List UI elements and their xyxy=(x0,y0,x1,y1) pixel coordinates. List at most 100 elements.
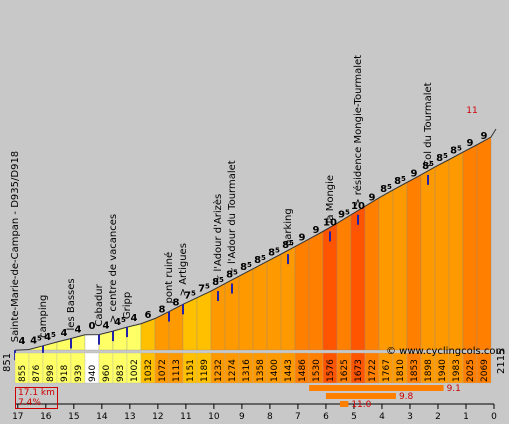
copyright-text[interactable]: © www.cyclingcols.com xyxy=(386,346,506,357)
altitude-label: 1232 xyxy=(214,359,224,382)
km-tick-label: 13 xyxy=(124,412,135,422)
profile-segment xyxy=(448,151,464,351)
place-label: les Basses xyxy=(66,278,77,330)
gradient-label: 85 xyxy=(282,239,294,251)
gradient-label: 75 xyxy=(198,283,210,295)
altitude-label: 1032 xyxy=(144,359,154,382)
profile-segment xyxy=(84,334,100,351)
steep-bar xyxy=(339,401,349,407)
place-label: ~ l'Adour d'Arizès xyxy=(212,194,224,283)
steep-bar xyxy=(309,385,444,391)
altitude-label: 1113 xyxy=(172,359,182,382)
gradient-label: 85 xyxy=(450,145,462,157)
altitude-label: 918 xyxy=(60,365,70,382)
gradient-label: 85 xyxy=(268,246,280,258)
gradient-label: 4 xyxy=(19,336,26,347)
profile-segment xyxy=(168,304,184,351)
gradient-label: 85 xyxy=(394,175,406,187)
km-axis: 17 16 15 14 13 12 11 10 9 8 7 6 5 4 3 2 1 0 xyxy=(12,403,497,422)
climb-summary: 17.1 km 7.4% xyxy=(15,387,58,409)
altitude-label: 855 xyxy=(18,365,28,382)
km-tick-label: 8 xyxy=(267,412,273,422)
altitude-label: 1625 xyxy=(340,359,350,382)
altitude-label: 960 xyxy=(102,365,112,382)
summary-distance: 17.1 km xyxy=(18,388,55,398)
place-label: Col du Tourmalet xyxy=(423,82,434,167)
place-label: Gripp xyxy=(122,292,133,319)
gradient-label: 10 xyxy=(351,201,365,212)
altitude-label: 1443 xyxy=(284,359,294,382)
altitude-label: 2025 xyxy=(466,359,476,382)
place-label: camping xyxy=(38,295,49,338)
place-label: Cabadur xyxy=(94,283,105,326)
altitude-label: 1673 xyxy=(354,359,364,382)
place-label: > résidence Mongie-Tourmalet xyxy=(352,55,364,207)
profile-segment xyxy=(350,206,366,351)
km-tick-label: 11 xyxy=(180,412,191,422)
gradient-label: 95 xyxy=(338,208,350,220)
profile-segment xyxy=(266,253,282,351)
profile-outline xyxy=(14,128,497,351)
altitude-label: 1767 xyxy=(382,359,392,382)
altitude-label: 939 xyxy=(74,365,84,382)
km-tick-label: 3 xyxy=(407,412,413,422)
km-tick-label: 1 xyxy=(463,412,469,422)
gradient-label: 9 xyxy=(481,131,488,142)
profile-segments xyxy=(14,128,497,351)
altitude-label: 1810 xyxy=(396,359,406,382)
km-tick-label: 9 xyxy=(239,412,245,422)
end-altitude: 2115 xyxy=(496,348,507,374)
altitude-labels: 855 876 898 918 939 940 960 983 1002 1032 1072 1113… xyxy=(14,352,492,384)
place-label: parking xyxy=(283,208,294,246)
place-label: Sainte-Marie-de-Campan - D935/D918 xyxy=(10,151,21,342)
profile-segment xyxy=(336,214,352,351)
km-tick-label: 5 xyxy=(351,412,357,422)
place-labels: Sainte-Marie-de-Campan - D935/D918 campin… xyxy=(10,55,434,342)
altitude-label: 983 xyxy=(116,365,126,382)
max-gradient-marker: 11 xyxy=(466,106,477,116)
profile-segment xyxy=(252,261,268,351)
profile-segment xyxy=(406,174,422,351)
altitude-label: 1853 xyxy=(410,359,420,382)
altitude-label: 1072 xyxy=(158,359,168,382)
gradient-label: 4 xyxy=(61,328,68,339)
altitude-label: 1940 xyxy=(438,359,448,382)
place-label: ~ l'Adour du Tourmalet xyxy=(227,160,238,275)
steep-bar-label: 11.0 xyxy=(351,400,371,410)
place-markers xyxy=(14,174,429,361)
steep-bar-label: 9.8 xyxy=(399,392,414,402)
altitude-label: 1274 xyxy=(228,359,238,382)
place-label: pont ruiné xyxy=(163,252,175,304)
gradient-label: 45 xyxy=(114,316,126,328)
km-tick-label: 17 xyxy=(12,412,23,422)
gradient-label: 9 xyxy=(369,192,376,203)
gradient-label: 45 xyxy=(44,331,56,343)
km-tick-label: 10 xyxy=(208,412,220,422)
gradient-label: 85 xyxy=(436,152,448,164)
gradient-label: 75 xyxy=(184,289,196,301)
place-label: > centre de vacances xyxy=(108,214,119,323)
steep-bars: 9.1 9.8 11.0 xyxy=(309,384,461,410)
km-tick-label: 0 xyxy=(491,412,497,422)
profile-segment xyxy=(196,290,212,351)
km-tick-label: 2 xyxy=(435,412,441,422)
gradient-label: 9 xyxy=(411,168,418,179)
summary-gradient: 7.4% xyxy=(18,398,41,408)
km-tick-label: 14 xyxy=(96,412,108,422)
gradient-label: 85 xyxy=(422,160,434,172)
km-tick-label: 15 xyxy=(68,412,79,422)
gradient-label: 9 xyxy=(299,233,306,244)
altitude-label: 1189 xyxy=(200,359,210,382)
altitude-label: 1151 xyxy=(186,359,196,382)
gradient-label: 10 xyxy=(323,217,337,228)
gradient-label: 85 xyxy=(240,261,252,273)
altitude-label: 1576 xyxy=(326,359,336,382)
profile-segment xyxy=(126,323,142,351)
altitude-label: 1722 xyxy=(368,359,378,382)
altitude-label: 1530 xyxy=(312,359,322,382)
profile-segment xyxy=(238,268,254,351)
km-tick-label: 6 xyxy=(323,412,329,422)
altitude-label: 1898 xyxy=(424,359,434,382)
gradient-label: 4 xyxy=(103,321,110,332)
